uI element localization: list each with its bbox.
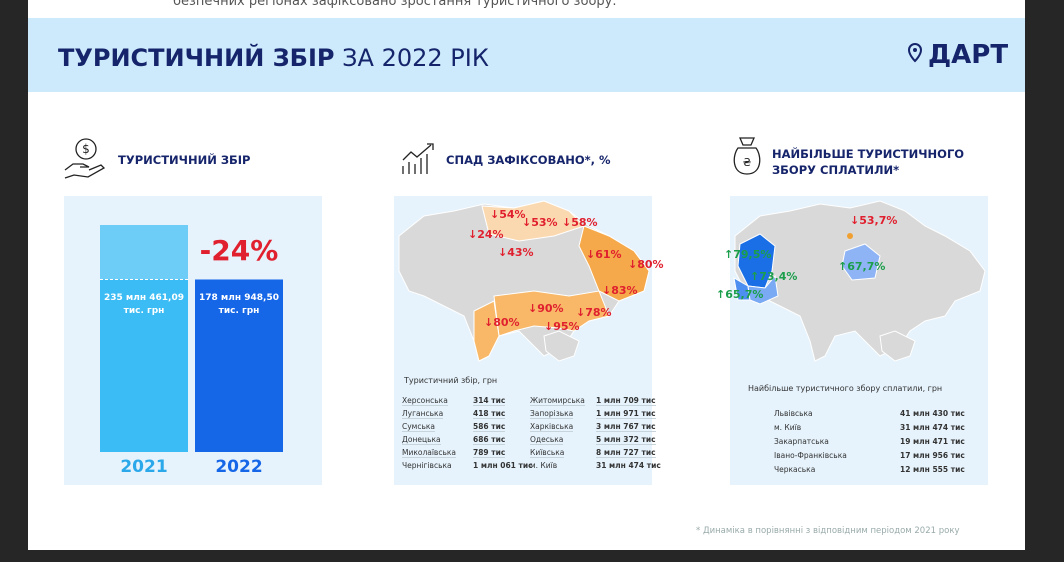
table-name: м. Київ bbox=[774, 423, 802, 432]
table-value: 41 млн 430 тис bbox=[900, 409, 965, 418]
map-label: ↓78% bbox=[576, 306, 612, 319]
table-name: Івано-Франківська bbox=[774, 451, 847, 460]
map-label: ↓24% bbox=[468, 228, 504, 241]
table-value: 17 млн 956 тис bbox=[900, 451, 965, 460]
value-label: 178 млн 948,50 тис. грн bbox=[199, 293, 279, 316]
table-value: 314 тис bbox=[473, 396, 506, 406]
footnote: * Динаміка в порівнянні з відповідним пе… bbox=[696, 526, 960, 536]
map-label: ↓80% bbox=[628, 258, 664, 271]
table-caption: Найбільше туристичного збору сплатили, г… bbox=[748, 384, 943, 393]
header: ТУРИСТИЧНИЙ ЗБІР ЗА 2022 РІК ДАРТ bbox=[28, 18, 1025, 92]
table-value: 1 млн 061 тис bbox=[473, 461, 533, 470]
map-label: ↓53% bbox=[522, 216, 558, 229]
top-strip: безпечних регіонах зафіксовано зростання… bbox=[173, 0, 617, 9]
table-value: 31 млн 474 тис bbox=[900, 423, 965, 432]
change-label: -24% bbox=[200, 234, 279, 267]
year-label: 2021 bbox=[120, 457, 167, 477]
table-name: Одеська bbox=[530, 435, 564, 445]
bar-top bbox=[100, 225, 188, 280]
table-value: 19 млн 471 тис bbox=[900, 437, 965, 446]
value-label-box: 235 млн 461,09 тис. грн bbox=[104, 293, 184, 316]
map-label: ↑67,7% bbox=[838, 260, 886, 273]
map-label: ↑79,5% bbox=[724, 248, 772, 261]
value-label: 235 млн 461,09 тис. грн bbox=[104, 293, 184, 316]
table-value: 586 тис bbox=[473, 422, 506, 432]
section-heading: СПАД ЗАФІКСОВАНО*, % bbox=[446, 153, 611, 167]
bar bbox=[195, 279, 283, 452]
section-heading: ТУРИСТИЧНИЙ ЗБІР bbox=[118, 153, 251, 167]
title-rest: ЗА 2022 РІК bbox=[342, 44, 489, 72]
title: ТУРИСТИЧНИЙ ЗБІР ЗА 2022 РІК bbox=[58, 44, 489, 72]
logo: ДАРТ bbox=[928, 40, 1009, 70]
table-name: Закарпатська bbox=[774, 437, 829, 446]
map-label: ↓61% bbox=[586, 248, 622, 261]
table-name: Сумська bbox=[402, 422, 436, 432]
map-label: ↓90% bbox=[528, 302, 564, 315]
map-label: ↓80% bbox=[484, 316, 520, 329]
table-value: 5 млн 372 тис bbox=[596, 435, 656, 445]
table-name: Миколаївська bbox=[402, 448, 457, 458]
map-label: ↑73,4% bbox=[750, 270, 798, 283]
slide: безпечних регіонах зафіксовано зростання… bbox=[28, 0, 1025, 550]
table-value: 8 млн 727 тис bbox=[596, 448, 656, 458]
logo-pin bbox=[907, 42, 923, 63]
table-value: 3 млн 767 тис bbox=[596, 422, 656, 432]
map-label: ↓58% bbox=[562, 216, 598, 229]
map-panel: ↓53,7% ↑79,5% ↑73,4% ↑67,7% ↑65,7% Найбі… bbox=[716, 196, 988, 485]
table-value: 789 тис bbox=[473, 448, 506, 458]
map-label: ↓83% bbox=[602, 284, 638, 297]
map bbox=[398, 200, 650, 362]
table-caption: Туристичний збір, грн bbox=[404, 376, 498, 385]
chart-icon bbox=[402, 143, 434, 174]
table-name: м. Київ bbox=[530, 461, 558, 470]
svg-text:₴: ₴ bbox=[743, 156, 752, 169]
map-panel: ↓54% ↓53% ↓58% ↓24% ↓43% ↓61% ↓80% ↓83% … bbox=[394, 196, 664, 485]
table-name: Львівська bbox=[774, 409, 813, 418]
table-value: 31 млн 474 тис bbox=[596, 461, 661, 470]
map bbox=[733, 200, 986, 362]
table-value: 418 тис bbox=[473, 409, 506, 419]
map-label: ↑65,7% bbox=[716, 288, 764, 301]
map-label: ↓53,7% bbox=[850, 214, 898, 227]
bar-panel: 235 млн 461,09 тис. грн 2021 178 млн 948,5… bbox=[64, 196, 322, 485]
bag-icon: ₴ bbox=[733, 137, 761, 175]
map-label: ↓43% bbox=[498, 246, 534, 259]
table-name: Луганська bbox=[402, 409, 444, 419]
table-value: 686 тис bbox=[473, 435, 506, 445]
table-name: Черкаська bbox=[774, 465, 816, 474]
table-name: Чернігівська bbox=[402, 461, 452, 470]
table-name: Херсонська bbox=[402, 396, 448, 406]
value-label-box: 178 млн 948,50 тис. грн bbox=[199, 293, 279, 316]
table-name: Харківська bbox=[530, 422, 574, 432]
bar bbox=[100, 225, 188, 452]
table-value: 12 млн 555 тис bbox=[900, 465, 965, 474]
money-icon: $ bbox=[64, 138, 106, 179]
section-heading: НАЙБІЛЬШЕ ТУРИСТИЧНОГО ЗБОРУ СПЛАТИЛИ* bbox=[772, 147, 965, 177]
table-name: Київська bbox=[530, 448, 565, 458]
table-value: 1 млн 971 тис bbox=[596, 409, 656, 419]
table-value: 1 млн 709 тис bbox=[596, 396, 656, 406]
table-name: Житомирська bbox=[530, 396, 585, 406]
year-label: 2022 bbox=[215, 457, 262, 477]
table-name: Донецька bbox=[402, 435, 441, 445]
title-bold: ТУРИСТИЧНИЙ ЗБІР bbox=[58, 44, 335, 72]
map-label: ↓54% bbox=[490, 208, 526, 221]
bar-chart: 235 млн 461,09 тис. грн 2021 178 млн 948,5… bbox=[100, 225, 283, 477]
svg-text:$: $ bbox=[82, 142, 90, 156]
map-label: ↓95% bbox=[544, 320, 580, 333]
table-name: Запорізька bbox=[530, 409, 574, 419]
